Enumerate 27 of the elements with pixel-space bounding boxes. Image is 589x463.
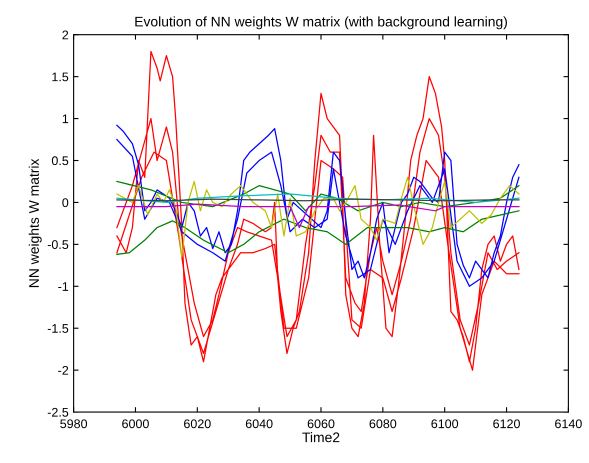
x-tick-label: 6100 bbox=[431, 419, 458, 428]
x-tick-label: 6120 bbox=[493, 419, 520, 428]
y-tick-label: 2 bbox=[62, 30, 68, 40]
y-tick-label: -2.5 bbox=[48, 408, 68, 417]
y-axis-title: NN weights W matrix bbox=[28, 158, 42, 288]
y-tick-label: 0 bbox=[62, 198, 68, 208]
x-tick-label: 6040 bbox=[246, 419, 273, 428]
x-tick-label: 6000 bbox=[122, 419, 149, 428]
y-tick-label: 1.5 bbox=[52, 72, 68, 82]
line-series bbox=[116, 180, 520, 212]
y-tick-label: 1 bbox=[62, 114, 68, 124]
line-series bbox=[116, 203, 520, 228]
x-tick-label: 6140 bbox=[555, 419, 582, 428]
x-tick-label: 6080 bbox=[370, 419, 396, 428]
x-tick-label: 6060 bbox=[308, 419, 334, 428]
x-tick-label: 6020 bbox=[184, 419, 211, 428]
line-series bbox=[116, 210, 520, 256]
chart-title: Evolution of NN weights W matrix (with background learning) bbox=[135, 16, 507, 30]
y-tick-label: -2 bbox=[58, 366, 68, 375]
line-series bbox=[116, 176, 520, 258]
x-tick-label: 5980 bbox=[60, 419, 88, 428]
y-tick-label: -1 bbox=[58, 282, 68, 291]
y-tick-label: 0.5 bbox=[52, 156, 68, 166]
y-tick-label: -0.5 bbox=[48, 240, 68, 250]
y-tick-label: -1.5 bbox=[48, 324, 68, 333]
line-series bbox=[116, 193, 520, 204]
x-axis-title: Time2 bbox=[302, 432, 340, 442]
